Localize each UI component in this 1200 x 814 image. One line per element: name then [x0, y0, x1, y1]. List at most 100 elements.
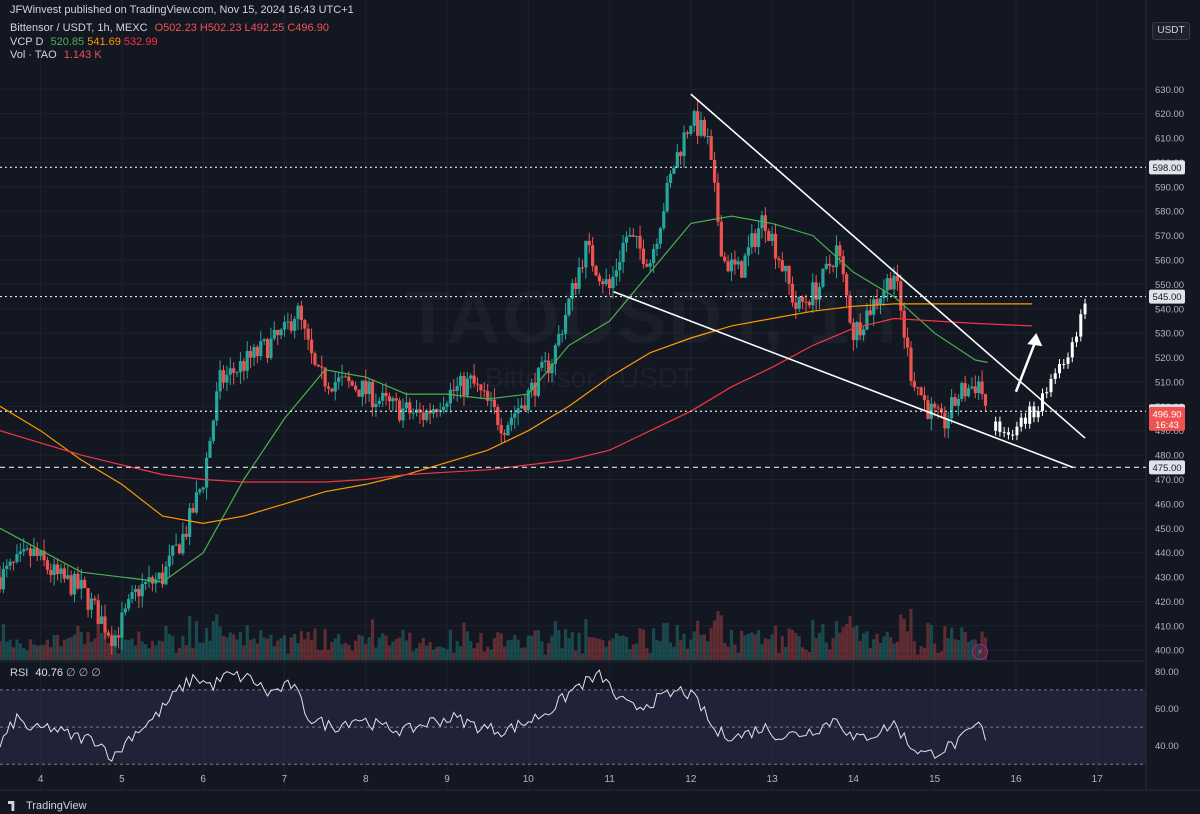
- rsi-label[interactable]: RSI: [10, 667, 29, 679]
- volume-bar: [943, 626, 947, 660]
- projection-arrow-shaft[interactable]: [1014, 338, 1038, 393]
- candle-body: [455, 386, 459, 391]
- candle-body: [62, 568, 66, 579]
- vcp-legend[interactable]: VCP D 520.85 541.69 532.99: [10, 36, 158, 48]
- volume-bar: [895, 641, 900, 660]
- volume-bar: [387, 645, 392, 660]
- candle-body: [8, 561, 12, 566]
- volume-bar: [204, 627, 209, 660]
- candle-body: [353, 385, 358, 390]
- volume-bar: [668, 642, 673, 660]
- currency-button[interactable]: USDT: [1152, 22, 1190, 40]
- volume-bar: [309, 640, 314, 660]
- volume-bar: [394, 639, 398, 660]
- projection-arrow-head[interactable]: [1027, 333, 1043, 347]
- ohlc-low: L492.25: [244, 22, 285, 34]
- volume-bar: [611, 638, 615, 660]
- candle-body: [611, 276, 615, 289]
- candle-body: [689, 125, 693, 134]
- moving-average-line[interactable]: [0, 215, 988, 583]
- volume-bar: [106, 642, 110, 660]
- rsi-legend[interactable]: RSI 40.76 ∅ ∅ ∅: [10, 666, 101, 679]
- volume-bar: [963, 631, 967, 660]
- y-tick-label: 610.00: [1155, 134, 1184, 145]
- candle-body: [821, 268, 825, 287]
- volume-bar: [79, 631, 83, 660]
- volume-bar: [787, 628, 791, 660]
- candle-body: [418, 409, 422, 413]
- volume-bar: [526, 635, 530, 660]
- trendline[interactable]: [613, 290, 1074, 469]
- volume-bar: [55, 634, 60, 660]
- candle-body: [160, 572, 165, 585]
- volume-bar: [502, 646, 507, 660]
- x-tick-label: 10: [523, 774, 535, 785]
- candle-body: [201, 487, 205, 490]
- candle-body: [249, 350, 253, 358]
- volume-bar: [858, 641, 862, 660]
- candle-body: [956, 399, 960, 406]
- candle-body: [594, 265, 598, 276]
- candle-body: [770, 233, 774, 241]
- projection-bar: [1070, 342, 1074, 358]
- volume-label[interactable]: Vol · TAO: [10, 49, 57, 61]
- volume-bar: [574, 650, 578, 660]
- candle-body: [296, 305, 300, 319]
- projection-bar: [1049, 378, 1053, 393]
- candle-body: [706, 136, 710, 138]
- candle-body: [374, 403, 378, 408]
- y-tick-label: 580.00: [1155, 207, 1184, 218]
- volume-bar: [191, 647, 195, 660]
- candle-body: [218, 370, 222, 392]
- candle-body: [668, 173, 673, 183]
- volume-bar: [76, 626, 80, 660]
- candle-body: [831, 265, 835, 268]
- volume-bar: [164, 625, 168, 660]
- volume-bar: [750, 632, 754, 660]
- volume-bar: [682, 633, 686, 660]
- candle-body: [861, 329, 866, 336]
- symbol-name[interactable]: Bittensor / USDT, 1h, MEXC: [10, 22, 148, 34]
- candle-body: [601, 281, 605, 284]
- volume-bar: [333, 638, 337, 660]
- candle-body: [360, 380, 364, 397]
- symbol-legend[interactable]: Bittensor / USDT, 1h, MEXC O502.23 H502.…: [10, 22, 329, 34]
- candle-body: [252, 346, 256, 358]
- candle-body: [188, 508, 192, 537]
- last-price-label: 496.90: [1152, 409, 1181, 420]
- candle-body: [435, 409, 439, 412]
- rsi-line[interactable]: [0, 669, 986, 762]
- volume-bar: [631, 644, 635, 660]
- volume-bar: [567, 638, 571, 660]
- candle-body: [238, 361, 243, 373]
- volume-bar: [506, 640, 510, 660]
- candle-body: [784, 265, 788, 272]
- volume-bar: [733, 644, 737, 660]
- candle-body: [384, 392, 388, 397]
- volume-bar: [933, 643, 937, 660]
- candle-body: [123, 608, 127, 613]
- candle-body: [845, 274, 849, 296]
- candle-body: [120, 612, 124, 638]
- volume-bar: [123, 639, 127, 660]
- volume-bar: [550, 635, 554, 660]
- volume-legend[interactable]: Vol · TAO 1.143 K: [10, 49, 102, 61]
- moving-average-line[interactable]: [0, 303, 1033, 525]
- volume-bar: [672, 646, 676, 660]
- candle-body: [723, 256, 727, 262]
- volume-bar: [936, 652, 940, 660]
- volume-bar: [421, 637, 425, 660]
- candle-body: [743, 255, 747, 278]
- volume-bar: [628, 649, 632, 660]
- volume-bar: [320, 649, 324, 660]
- candle-body: [72, 573, 77, 595]
- vcp-label[interactable]: VCP D: [10, 36, 44, 48]
- volume-bar: [597, 638, 602, 660]
- candle-body: [547, 360, 551, 374]
- x-tick-label: 12: [685, 774, 697, 785]
- candle-body: [313, 353, 317, 365]
- lightning-icon[interactable]: ⚡: [972, 644, 988, 660]
- volume-bar: [181, 635, 185, 660]
- level-price-tag: [1149, 289, 1185, 304]
